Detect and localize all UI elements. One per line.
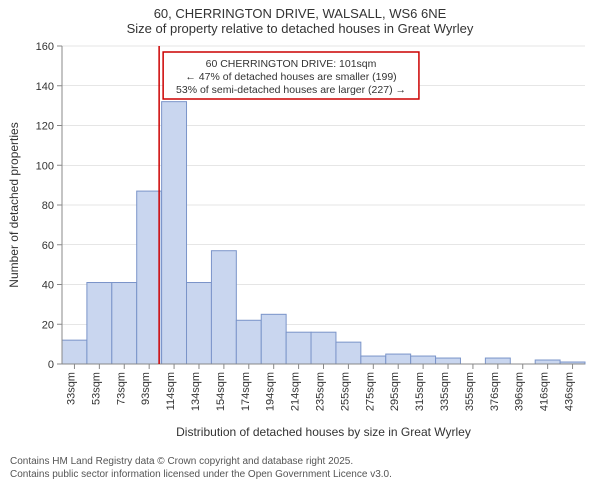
svg-text:73sqm: 73sqm: [115, 372, 127, 405]
footer-line-2: Contains public sector information licen…: [10, 469, 600, 482]
svg-text:60: 60: [42, 240, 54, 252]
histogram-bar: [311, 332, 336, 364]
svg-text:275sqm: 275sqm: [364, 372, 376, 411]
footer-line-1: Contains HM Land Registry data © Crown c…: [10, 456, 600, 469]
svg-text:40: 40: [42, 280, 54, 292]
footer-attribution: Contains HM Land Registry data © Crown c…: [0, 456, 600, 481]
svg-text:235sqm: 235sqm: [315, 372, 327, 411]
svg-text:114sqm: 114sqm: [165, 372, 177, 410]
svg-text:335sqm: 335sqm: [439, 372, 451, 411]
histogram-bar: [386, 354, 411, 364]
title-line-2: Size of property relative to detached ho…: [0, 21, 600, 36]
svg-text:416sqm: 416sqm: [539, 372, 551, 411]
histogram-bar: [162, 102, 187, 364]
histogram-bar: [411, 356, 436, 364]
svg-text:93sqm: 93sqm: [140, 372, 152, 405]
svg-text:174sqm: 174sqm: [240, 372, 252, 411]
histogram-bar: [236, 320, 261, 364]
histogram-bar: [361, 356, 386, 364]
svg-text:120: 120: [36, 121, 54, 133]
svg-text:355sqm: 355sqm: [464, 372, 476, 411]
histogram-bar: [211, 251, 236, 364]
annotation-line: 53% of semi-detached houses are larger (…: [176, 84, 406, 96]
histogram-bar: [87, 283, 112, 364]
svg-text:20: 20: [42, 319, 54, 331]
histogram-bar: [261, 314, 286, 364]
svg-text:100: 100: [36, 160, 54, 172]
x-axis-label: Distribution of detached houses by size …: [176, 425, 471, 439]
histogram-bar: [485, 358, 510, 364]
svg-text:376sqm: 376sqm: [489, 372, 501, 411]
svg-text:134sqm: 134sqm: [190, 372, 202, 411]
svg-text:154sqm: 154sqm: [215, 372, 227, 411]
svg-text:33sqm: 33sqm: [65, 372, 77, 405]
histogram-chart: 0 20 40 60 80 100 120 140 160 33sqm 53sqm 73sqm 93sq…: [0, 36, 600, 456]
y-axis-label: Number of detached properties: [7, 122, 21, 287]
svg-text:436sqm: 436sqm: [564, 372, 576, 411]
histogram-bar: [112, 283, 137, 364]
svg-text:0: 0: [48, 359, 54, 371]
svg-text:396sqm: 396sqm: [514, 372, 526, 411]
svg-text:53sqm: 53sqm: [90, 372, 102, 405]
chart-container: 0 20 40 60 80 100 120 140 160 33sqm 53sqm 73sqm 93sq…: [0, 36, 600, 456]
svg-text:315sqm: 315sqm: [414, 372, 426, 411]
annotation-line: 60 CHERRINGTON DRIVE: 101sqm: [206, 58, 377, 70]
chart-title-block: 60, CHERRINGTON DRIVE, WALSALL, WS6 6NE …: [0, 0, 600, 36]
svg-text:194sqm: 194sqm: [265, 372, 277, 411]
svg-text:255sqm: 255sqm: [339, 372, 351, 411]
annotation-box: 60 CHERRINGTON DRIVE: 101sqm← 47% of det…: [163, 52, 419, 99]
histogram-bar: [535, 360, 560, 364]
svg-text:80: 80: [42, 200, 54, 212]
histogram-bar: [286, 332, 311, 364]
annotation-line: ← 47% of detached houses are smaller (19…: [185, 71, 396, 83]
svg-text:295sqm: 295sqm: [389, 372, 401, 411]
histogram-bar: [336, 342, 361, 364]
svg-text:160: 160: [36, 41, 54, 53]
histogram-bar: [137, 191, 162, 364]
svg-text:140: 140: [36, 81, 54, 93]
histogram-bar: [187, 283, 212, 364]
svg-text:214sqm: 214sqm: [290, 372, 302, 411]
histogram-bar: [436, 358, 461, 364]
title-line-1: 60, CHERRINGTON DRIVE, WALSALL, WS6 6NE: [0, 6, 600, 21]
histogram-bar: [62, 340, 87, 364]
